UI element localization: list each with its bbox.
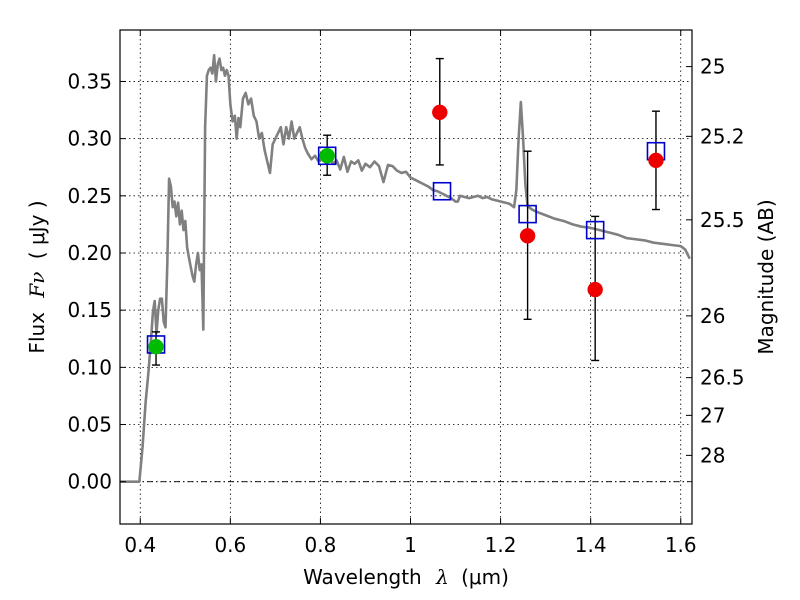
y-tick-label: 0.35 [67,69,112,93]
model-sed [120,53,691,483]
y-tick-label: 0.00 [67,470,112,494]
y-tick-label: 0.05 [67,413,112,437]
observed-points [148,104,664,355]
x-tick-labels: 0.4 0.6 0.8 1 1.2 1.4 1.6 [124,533,696,557]
y-tick-label: 0.25 [67,184,112,208]
x-tick-label: 1.2 [485,533,517,557]
x-axis-label: Wavelength λ (μm) [303,565,509,589]
observed-ground-point [148,339,164,355]
sed-curve [120,53,691,483]
observed-hst-point [519,228,536,244]
observed-hst-point [587,281,603,298]
observed-hst-point [648,152,664,169]
model-photometry [146,141,666,354]
axis-ticks [120,30,692,524]
y2-tick-label: 26 [700,304,725,328]
error-bars [152,57,660,366]
y2-tick-label: 25 [700,55,725,79]
x-axis-label-symbol: λ [435,565,449,589]
model-photometry-square [518,204,537,224]
y-axis-label-unit: ( μJy ) [25,200,49,259]
y-tick-label: 0.15 [67,298,112,322]
y-axis-label-symbol: Fν [25,272,49,299]
y2-tick-label: 27 [700,403,725,427]
model-photometry-square [432,181,452,201]
y-tick-label: 0.10 [67,355,112,379]
y2-tick-label: 26.5 [700,366,745,390]
plot-frame [119,29,693,525]
y-tick-label: 0.20 [67,241,112,265]
y-axis-label: Flux Fν ( μJy ) [25,200,49,353]
y2-tick-labels: 25 25.2 25.5 26 26.5 27 28 [700,55,745,468]
x-axis-label-unit: (μm) [461,565,509,589]
x-axis-label-text: Wavelength [303,565,422,589]
x-tick-label: 0.4 [124,533,156,557]
x-tick-label: 0.6 [214,533,246,557]
x-tick-label: 1.6 [665,533,697,557]
y-tick-labels: 0.00 0.05 0.10 0.15 0.20 0.25 0.30 0.35 [67,69,112,493]
x-tick-label: 1.4 [575,533,607,557]
y-axis-label-text: Flux [25,312,49,354]
model-photometry-square [585,220,605,240]
observed-hst-point [432,104,448,121]
x-tick-label: 0.8 [305,533,337,557]
y2-axis-label: Magnitude (AB) [754,199,778,354]
observed-ground-point [319,148,335,164]
model-photometry-square [317,146,337,166]
y2-tick-label: 25.5 [700,208,745,232]
y2-tick-label: 25.2 [700,124,745,148]
y-tick-label: 0.30 [67,127,112,151]
y2-tick-label: 28 [700,443,725,467]
x-tick-label: 1 [404,533,417,557]
